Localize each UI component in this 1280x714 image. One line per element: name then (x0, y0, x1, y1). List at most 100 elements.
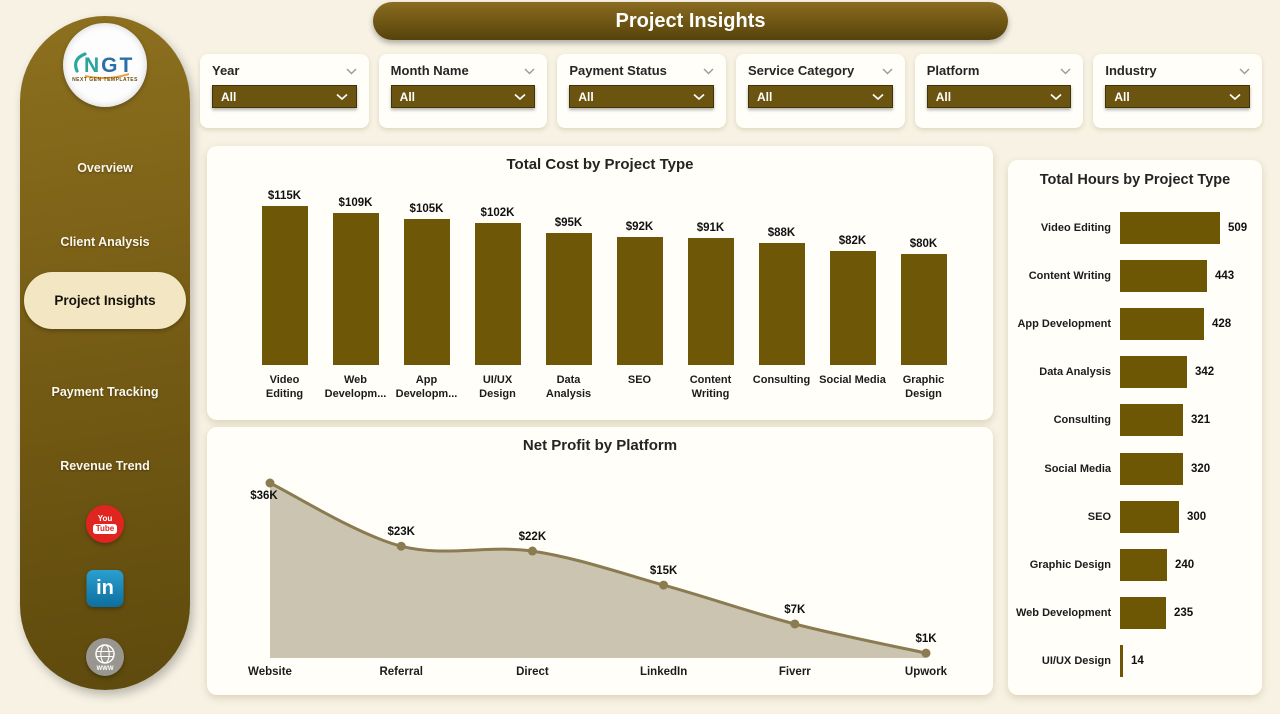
x-axis-label-direct: Direct (516, 666, 549, 678)
youtube-icon[interactable]: You Tube (86, 505, 124, 543)
bar[interactable] (1120, 260, 1207, 293)
area-fill (270, 483, 926, 658)
bar-value-label: $95K (554, 217, 583, 229)
hours-category-label: Content Writing (1028, 270, 1111, 283)
hours-value-label: 321 (1191, 414, 1211, 427)
net-profit-chart-card: Net Profit by Platform $36K Website $23K Re… (207, 427, 993, 695)
filter-dropdown-year[interactable]: All (212, 85, 357, 108)
sidebar-item-project-insights[interactable]: Project Insights (24, 272, 186, 329)
total-hours-chart-title: Total Hours by Project Type (1039, 172, 1231, 188)
point-value-label: $23K (387, 526, 415, 538)
cost-column-social-media: $82K Social Media (817, 190, 888, 410)
data-point-upwork[interactable] (921, 648, 931, 658)
filter-label: Platform (926, 63, 980, 78)
data-point-linkedin[interactable] (659, 580, 669, 590)
point-value-label: $1K (915, 633, 937, 645)
data-point-website[interactable] (265, 478, 275, 488)
data-point-direct[interactable] (527, 546, 537, 556)
filter-bar: Year All Month Name All Payment Status All Ser… (200, 54, 1263, 128)
hours-row-seo: SEO 300 (1016, 500, 1254, 533)
bar[interactable] (261, 206, 308, 366)
bar[interactable] (1120, 356, 1187, 389)
chevron-down-icon[interactable] (1239, 63, 1250, 78)
point-value-label: $22K (519, 531, 547, 543)
hours-row-ui-ux-design: UI/UX Design 14 (1016, 644, 1254, 677)
hours-value-label: 443 (1215, 270, 1235, 283)
bar[interactable] (687, 238, 734, 365)
data-point-referral[interactable] (396, 541, 406, 551)
website-globe-icon[interactable]: WWW (86, 638, 124, 676)
bar[interactable] (474, 223, 521, 365)
bar[interactable] (403, 219, 450, 365)
bar-value-label: $102K (480, 207, 515, 219)
sidebar-item-overview[interactable]: Overview (77, 161, 133, 175)
globe-glyph: WWW (95, 644, 115, 672)
chevron-down-icon[interactable] (703, 63, 714, 78)
bar[interactable] (332, 213, 379, 365)
bar[interactable] (1120, 596, 1166, 629)
x-axis-label-linkedin: LinkedIn (640, 666, 687, 678)
bar-value-label: $82K (838, 235, 867, 247)
filter-dropdown-payment-status[interactable]: All (569, 85, 715, 108)
filter-label: Month Name (390, 63, 469, 78)
hours-row-consulting: Consulting 321 (1016, 404, 1254, 437)
hours-value-label: 300 (1187, 510, 1207, 523)
bar[interactable] (616, 237, 663, 365)
bar[interactable] (1120, 452, 1183, 485)
hours-row-data-analysis: Data Analysis 342 (1016, 356, 1254, 389)
filter-label: Year (212, 63, 240, 78)
filter-dropdown-industry[interactable]: All (1105, 85, 1251, 108)
hours-value-label: 428 (1212, 318, 1232, 331)
page-title: Project Insights (373, 2, 1008, 40)
bar[interactable] (1120, 212, 1220, 244)
net-profit-chart-title: Net Profit by Platform (522, 437, 678, 454)
hours-category-label: Social Media (1044, 462, 1111, 475)
filter-industry: Industry All (1093, 54, 1263, 128)
bar-category-label: Video Editing (265, 374, 304, 401)
hours-row-app-development: App Development 428 (1016, 308, 1254, 341)
hours-category-label: Video Editing (1040, 222, 1111, 234)
bar[interactable] (1120, 308, 1204, 341)
cost-column-ui-ux-design: $102K UI/UX Design (462, 190, 533, 410)
sidebar-item-revenue-trend[interactable]: Revenue Trend (60, 459, 150, 473)
chevron-down-icon[interactable] (1060, 63, 1071, 78)
cost-column-graphic-design: $80K Graphic Design (888, 190, 959, 410)
linkedin-icon[interactable]: in (86, 570, 124, 607)
x-axis-label-website: Website (248, 666, 292, 678)
sidebar: NGT NEXT GEN TEMPLATES Overview Client An… (20, 16, 190, 690)
hours-row-graphic-design: Graphic Design 240 (1016, 548, 1254, 581)
bar[interactable] (1120, 548, 1167, 581)
bar-value-label: $92K (625, 221, 654, 233)
bar[interactable] (758, 243, 805, 365)
hours-value-label: 509 (1228, 222, 1248, 234)
filter-dropdown-month-name[interactable]: All (390, 85, 536, 108)
bar[interactable] (1120, 644, 1123, 677)
x-axis-label-fiverr: Fiverr (779, 666, 811, 678)
filter-label: Industry (1105, 63, 1157, 78)
bar[interactable] (545, 233, 592, 365)
filter-label-row: Platform (927, 63, 1072, 78)
hours-value-label: 235 (1174, 606, 1194, 619)
bar-category-label: Content Writing (689, 374, 732, 401)
bar[interactable] (1120, 404, 1183, 437)
bar[interactable] (829, 251, 876, 365)
svg-text:WWW: WWW (97, 666, 114, 672)
chevron-down-icon[interactable] (346, 63, 357, 78)
hours-value-label: 342 (1195, 366, 1215, 379)
hours-row-social-media: Social Media 320 (1016, 452, 1254, 485)
chevron-down-icon[interactable] (882, 63, 893, 78)
filter-dropdown-service-category[interactable]: All (748, 85, 893, 108)
cost-column-seo: $92K SEO (604, 190, 675, 410)
bar[interactable] (900, 254, 947, 365)
data-point-fiverr[interactable] (790, 619, 800, 629)
bar[interactable] (1120, 500, 1179, 533)
cost-column-app-developm: $105K App Developm... (391, 190, 462, 410)
filter-label-row: Payment Status (569, 63, 714, 78)
filter-dropdown-platform[interactable]: All (926, 85, 1072, 108)
chevron-down-icon (1229, 90, 1241, 104)
sidebar-item-client-analysis[interactable]: Client Analysis (60, 235, 150, 249)
bar-category-label: UI/UX Design (479, 374, 516, 401)
filter-selected-value: All (399, 89, 416, 104)
sidebar-item-payment-tracking[interactable]: Payment Tracking (51, 385, 159, 399)
chevron-down-icon[interactable] (524, 63, 535, 78)
